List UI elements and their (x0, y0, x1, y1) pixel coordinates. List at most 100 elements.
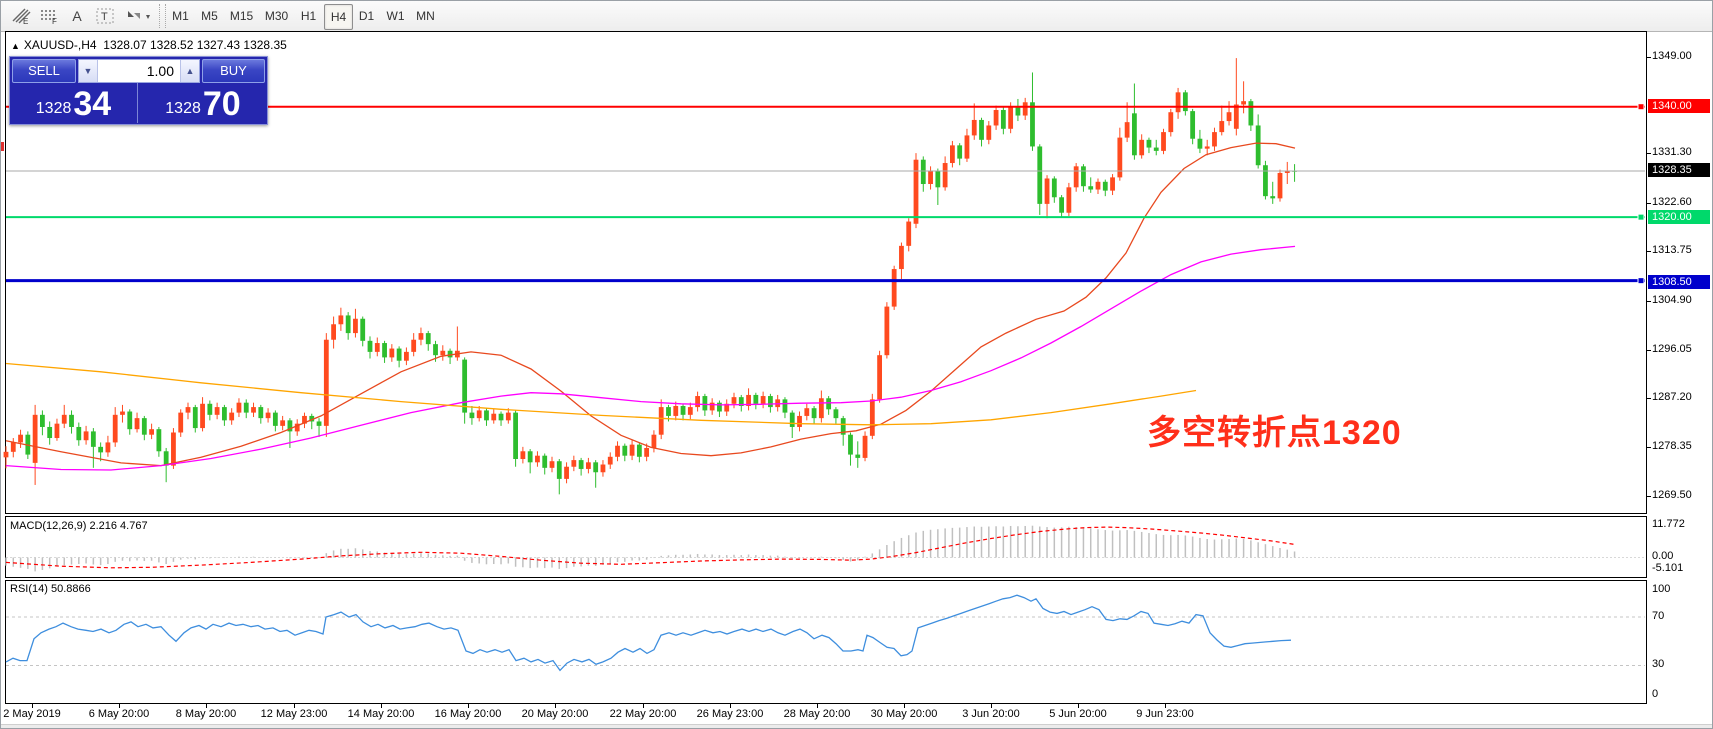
volume-down-button[interactable]: ▼ (79, 60, 98, 82)
buy-price-minor: 70 (202, 85, 241, 123)
sell-price-minor: 34 (73, 85, 112, 123)
buy-button[interactable]: BUY (202, 59, 265, 83)
symbol-header: ▲ XAUUSD-,H4 1328.07 1328.52 1327.43 1328… (11, 38, 287, 52)
textbox-t-icon[interactable]: T (93, 5, 117, 27)
svg-text:T: T (101, 11, 108, 23)
price-scale-dash (1646, 398, 1651, 399)
sell-price-major: 1328 (35, 100, 72, 117)
price-scale-dash (1646, 57, 1651, 58)
time-label[interactable]: 12 May 23:00 (260, 708, 328, 720)
macd-scale-label[interactable]: 0.00 (1652, 550, 1674, 562)
time-axis-dash (1078, 704, 1079, 708)
hatch-e-icon[interactable]: E (9, 5, 33, 27)
price-badge-1340.00: 1340.00 (1648, 99, 1710, 113)
time-axis-dash (643, 704, 644, 708)
sell-button[interactable]: SELL (12, 59, 76, 83)
time-label[interactable]: 30 May 20:00 (870, 708, 938, 720)
price-scale-label[interactable]: 1296.05 (1652, 343, 1692, 355)
price-scale-dash (1646, 203, 1651, 204)
time-label[interactable]: 26 May 23:00 (696, 708, 764, 720)
time-label[interactable]: 22 May 20:00 (609, 708, 677, 720)
time-label[interactable]: 2 May 2019 (3, 708, 61, 720)
time-label[interactable]: 9 Jun 23:00 (1136, 708, 1194, 720)
tf-button-mn[interactable]: MN (416, 9, 435, 23)
price-scale-dash (1646, 153, 1651, 154)
objects-arrows-icon[interactable] (123, 5, 155, 27)
grid-f-icon[interactable]: F (37, 5, 61, 27)
symbol-name: XAUUSD-,H4 (23, 38, 97, 52)
time-axis-dash (206, 704, 207, 708)
price-scale-label[interactable]: 1322.60 (1652, 196, 1692, 208)
symbol-ohlc: 1328.07 1328.52 1327.43 1328.35 (103, 38, 287, 52)
price-scale-dash (1646, 301, 1651, 302)
volume-input[interactable]: 1.00 (146, 63, 174, 79)
price-scale-label[interactable]: 1304.90 (1652, 294, 1692, 306)
price-scale-dash (1646, 350, 1651, 351)
price-badge-1320.00: 1320.00 (1648, 210, 1710, 224)
macd-label: MACD(12,26,9) 2.216 4.767 (10, 520, 148, 532)
time-axis-dash (381, 704, 382, 708)
one-click-trade-panel: SELL ▼ 1.00 ▲ BUY 1328 34 1328 70 (9, 56, 268, 125)
price-scale-label[interactable]: 1349.00 (1652, 50, 1692, 62)
tf-button-m15[interactable]: M15 (229, 9, 254, 23)
price-scale-label[interactable]: 1287.20 (1652, 391, 1692, 403)
time-label[interactable]: 5 Jun 20:00 (1049, 708, 1107, 720)
price-scale-label[interactable]: 1278.35 (1652, 440, 1692, 452)
time-label[interactable]: 28 May 20:00 (783, 708, 851, 720)
rsi-scale-label[interactable]: 0 (1652, 688, 1659, 700)
rsi-scale-label[interactable]: 100 (1652, 583, 1671, 595)
time-label[interactable]: 14 May 20:00 (347, 708, 415, 720)
text-a-icon[interactable]: A (72, 8, 82, 24)
time-axis-dash (991, 704, 992, 708)
tf-button-d1[interactable]: D1 (358, 9, 375, 23)
time-axis-dash (904, 704, 905, 708)
tf-button-m5[interactable]: M5 (201, 9, 218, 23)
price-scale-label[interactable]: 1269.50 (1652, 489, 1692, 501)
annotation-text: 多空转折点1320 (1147, 414, 1402, 452)
tf-button-w1[interactable]: W1 (386, 9, 405, 23)
time-axis-dash (555, 704, 556, 708)
volume-up-button[interactable]: ▲ (180, 60, 199, 82)
tf-button-h1[interactable]: H1 (300, 9, 317, 23)
time-axis-dash (294, 704, 295, 708)
price-badge-1308.50: 1308.50 (1648, 275, 1710, 289)
rsi-panel[interactable] (5, 580, 1647, 704)
price-scale-dash (1646, 251, 1651, 252)
time-axis-dash (817, 704, 818, 708)
time-label[interactable]: 6 May 20:00 (88, 708, 150, 720)
time-axis-dash (730, 704, 731, 708)
rsi-scale-label[interactable]: 70 (1652, 610, 1665, 622)
macd-panel[interactable] (5, 516, 1647, 578)
time-axis-dash (119, 704, 120, 708)
macd-scale-label[interactable]: 11.772 (1652, 518, 1685, 530)
bottom-strip (1, 724, 1712, 728)
sell-price[interactable]: 1328 34 (10, 83, 138, 123)
volume-control: ▼ 1.00 ▲ (78, 59, 200, 83)
toolbar: E F A T M1 M5 M15 M30 H1 H4 D1 W1 MN (1, 1, 1712, 32)
time-label[interactable]: 16 May 20:00 (434, 708, 502, 720)
tf-button-m30[interactable]: M30 (264, 9, 289, 23)
price-badge-1328.35: 1328.35 (1648, 163, 1710, 177)
buy-price[interactable]: 1328 70 (139, 83, 267, 123)
left-edge-marker (1, 142, 4, 151)
price-scale-label[interactable]: 1331.30 (1652, 146, 1692, 158)
rsi-scale-label[interactable]: 30 (1652, 658, 1665, 670)
time-label[interactable]: 8 May 20:00 (175, 708, 237, 720)
macd-scale-label[interactable]: -5.101 (1652, 562, 1684, 574)
buy-price-major: 1328 (165, 100, 201, 117)
time-label[interactable]: 20 May 20:00 (521, 708, 589, 720)
time-axis-dash (1165, 704, 1166, 708)
tf-button-m1[interactable]: M1 (172, 9, 189, 23)
tf-button-h4[interactable]: H4 (324, 4, 353, 30)
symbol-triangle-icon: ▲ (11, 41, 20, 51)
svg-text:F: F (52, 17, 57, 25)
time-axis-dash (32, 704, 33, 708)
toolbar-separator (159, 4, 166, 28)
rsi-label: RSI(14) 50.8866 (10, 583, 91, 595)
price-scale-dash (1646, 496, 1651, 497)
price-scale-dash (1646, 447, 1651, 448)
time-label[interactable]: 3 Jun 20:00 (962, 708, 1020, 720)
price-scale-label[interactable]: 1313.75 (1652, 244, 1692, 256)
time-axis-dash (468, 704, 469, 708)
